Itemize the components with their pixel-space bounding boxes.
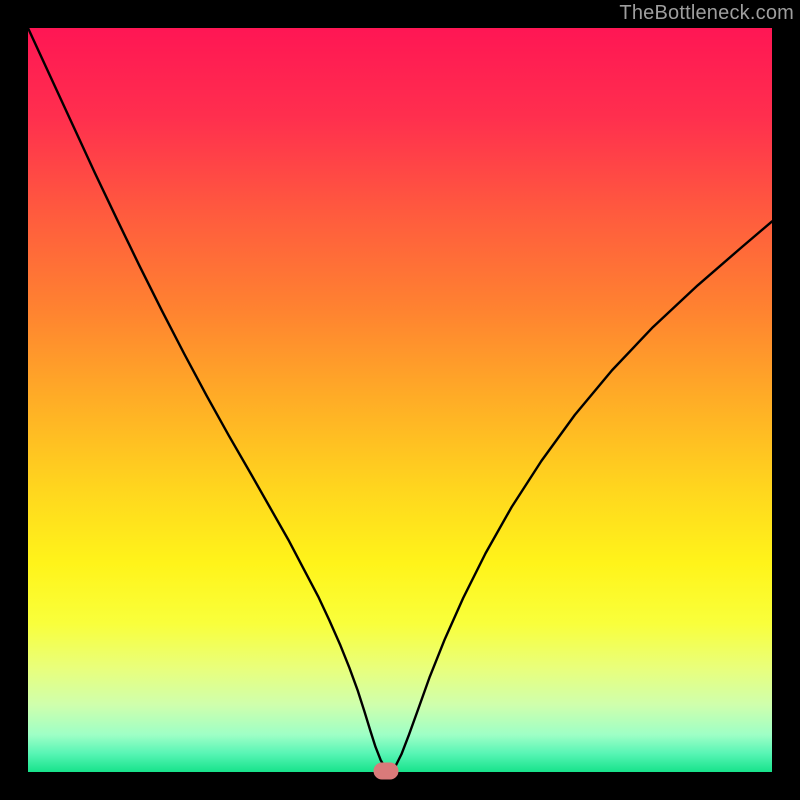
- optimum-marker: [373, 762, 398, 779]
- watermark-text: TheBottleneck.com: [619, 2, 794, 25]
- bottleneck-curve-chart: [0, 0, 800, 800]
- plot-gradient-background: [28, 28, 772, 772]
- chart-stage: TheBottleneck.com: [0, 0, 800, 800]
